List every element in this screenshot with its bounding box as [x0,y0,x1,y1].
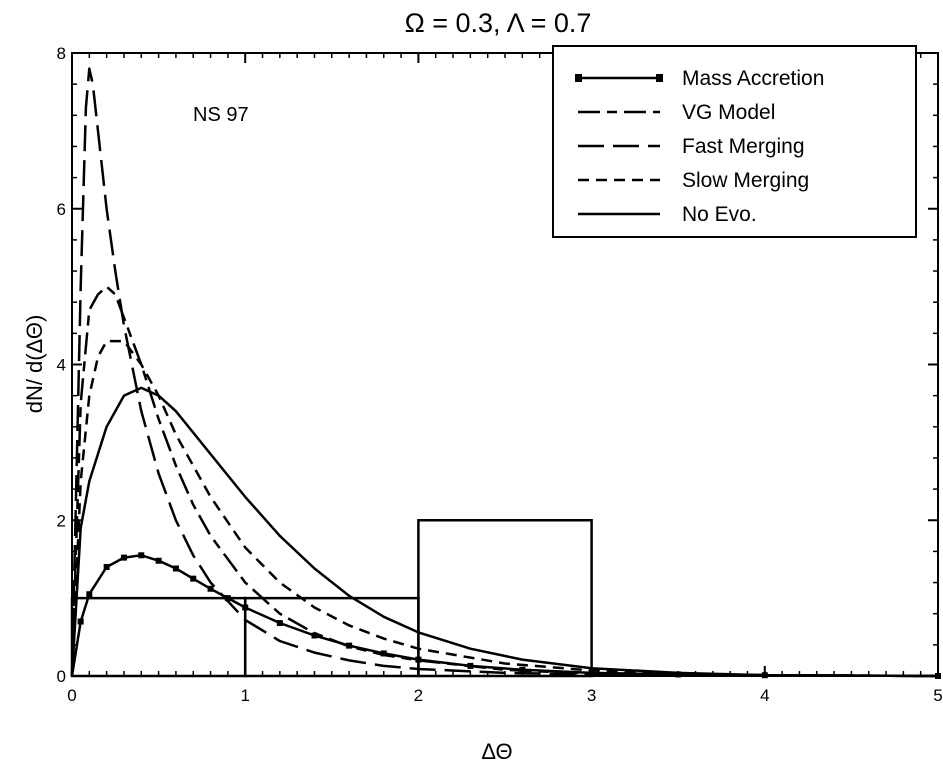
series-point-mass-accretion [155,557,162,564]
x-tick-label: 1 [240,686,249,705]
series-point-mass-accretion [380,650,387,657]
legend-marker [656,74,663,82]
x-tick-label: 3 [587,686,596,705]
series-point-mass-accretion [311,632,318,639]
histogram [70,519,593,678]
y-tick-label: 4 [57,356,66,375]
series-point-mass-accretion [103,563,110,570]
x-tick-label: 2 [414,686,423,705]
series-point-mass-accretion [172,565,179,572]
legend-label-vg-model: VG Model [682,101,775,124]
series-point-mass-accretion [138,552,145,559]
series-line-vg-model [70,285,939,678]
legend-label-fast-merging: Fast Merging [682,135,805,158]
x-axis-title: ΔΘ [481,739,512,764]
series-point-mass-accretion [276,620,283,627]
x-tick-label: 0 [67,686,76,705]
chart-title: Ω = 0.3, Λ = 0.7 [405,8,592,38]
series-line-mass-accretion [70,554,939,678]
series-point-mass-accretion [77,618,84,625]
legend-label-no-evo: No Evo. [682,203,757,226]
legend-marker [575,74,582,82]
histogram-bar [70,596,247,678]
series-point-mass-accretion [86,591,93,598]
histogram-bar [417,519,593,678]
series-line-fast-merging [70,67,939,678]
y-axis-title: dN/ d(ΔΘ) [22,315,47,414]
y-tick-label: 2 [57,511,66,530]
series-line-no-evo [70,386,939,678]
y-tick-label: 0 [57,667,66,686]
series-point-mass-accretion [207,585,214,592]
legend: Mass Accretion VG Model Fast Merging Slow M… [552,45,917,238]
series-point-mass-accretion [190,575,197,582]
series-line-slow-merging [70,339,939,678]
legend-entries: Mass Accretion VG Model Fast Merging Slow M… [575,67,824,226]
annotation-ns97: NS 97 [193,104,249,126]
x-tick-label: 5 [933,686,942,705]
series-point-mass-accretion [224,595,231,602]
series-layer [70,67,941,679]
series-point-mass-accretion [120,554,127,561]
y-tick-label: 6 [57,200,66,219]
y-tick-label: 8 [57,44,66,63]
legend-label-mass-accretion: Mass Accretion [682,67,824,90]
series-point-mass-accretion [415,656,422,663]
series-point-mass-accretion [242,604,249,611]
axis-ticks: 0 1 2 3 4 5 0 2 4 6 8 [57,44,943,705]
legend-label-slow-merging: Slow Merging [682,169,809,192]
histogram-bar [243,596,420,678]
x-tick-label: 4 [760,686,769,705]
